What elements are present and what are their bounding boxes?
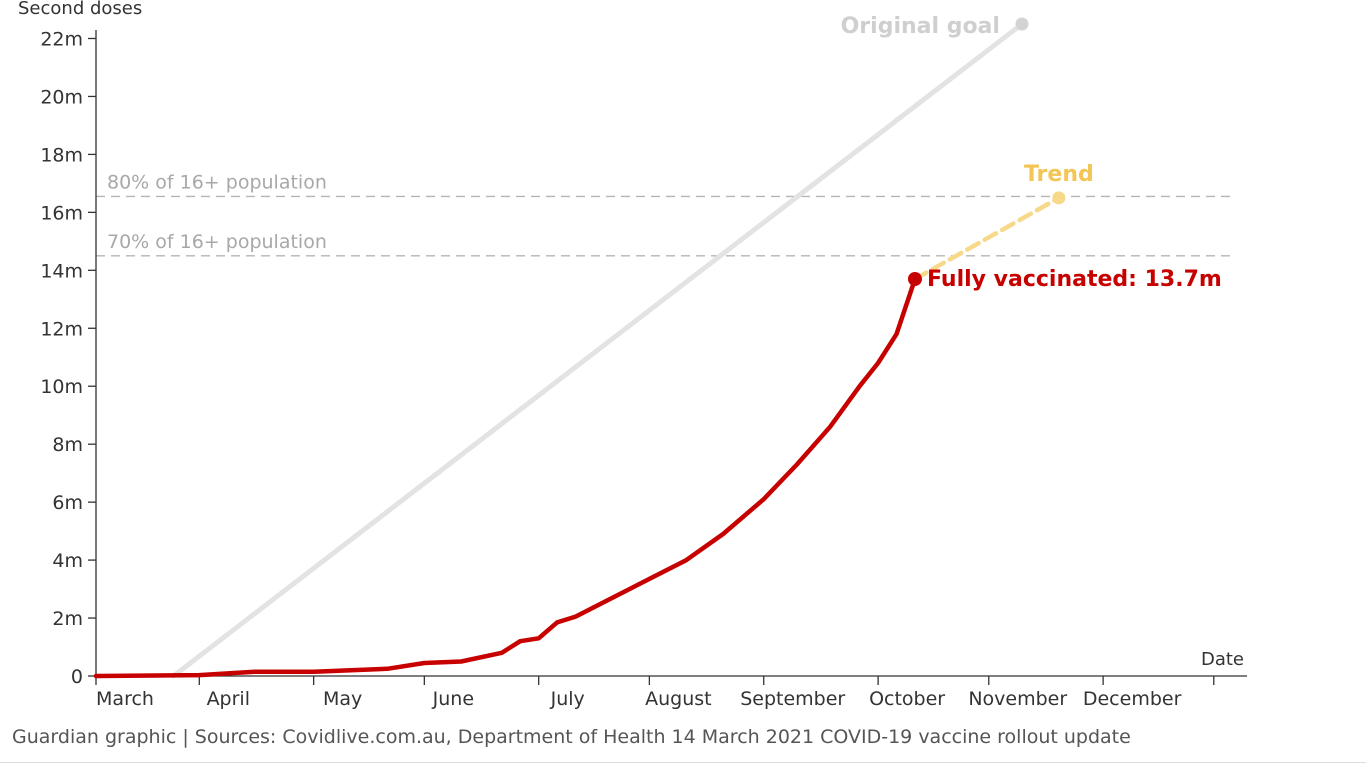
series-trend — [912, 195, 1062, 282]
y-tick-label-7: 14m — [40, 260, 83, 282]
y-tick-label-5: 10m — [40, 376, 83, 398]
x-axis-title: Date — [1201, 649, 1244, 670]
x-tick-label-0: March — [96, 688, 154, 710]
reference-label-1: 70% of 16+ population — [107, 231, 327, 253]
x-tick-label-9: December — [1083, 688, 1182, 710]
y-tick-label-6: 12m — [40, 318, 83, 340]
x-tick-label-8: November — [968, 688, 1067, 710]
trend-endpoint — [1052, 191, 1066, 205]
series-fully-vaccinated — [93, 276, 918, 679]
original-goal-label: Original goal — [841, 14, 1000, 39]
y-tick-label-2: 4m — [52, 550, 83, 572]
x-tick-label-6: September — [740, 688, 845, 710]
y-tick-label-8: 16m — [40, 202, 83, 224]
series-original-goal — [171, 21, 1025, 679]
y-tick-label-3: 6m — [52, 492, 83, 514]
y-axis-title: Second doses — [18, 0, 142, 19]
y-tick-label-0: 0 — [71, 666, 83, 688]
source-caption: Guardian graphic | Sources: Covidlive.co… — [12, 726, 1131, 748]
original-goal-endpoint — [1015, 17, 1029, 31]
y-tick-label-10: 20m — [40, 86, 83, 108]
y-tick-label-1: 2m — [52, 608, 83, 630]
x-tick-label-3: June — [432, 688, 474, 710]
reference-lines: 80% of 16+ population 70% of 16+ populati… — [96, 171, 1236, 257]
x-tick-label-5: August — [645, 688, 712, 710]
y-tick-label-4: 8m — [52, 434, 83, 456]
x-axis: March April May June July August September Octo… — [95, 675, 1247, 710]
trend-label: Trend — [1024, 162, 1094, 187]
y-tick-label-11: 22m — [40, 28, 83, 50]
fully-vaccinated-endpoint — [907, 272, 922, 287]
x-tick-label-4: July — [550, 688, 585, 710]
y-tick-label-9: 18m — [40, 144, 83, 166]
x-tick-label-1: April — [207, 688, 250, 710]
x-tick-label-7: October — [869, 688, 945, 710]
reference-label-0: 80% of 16+ population — [107, 171, 327, 193]
x-tick-label-2: May — [323, 688, 362, 710]
bottom-divider — [0, 762, 1366, 763]
y-axis: 0 2m 4m 6m 8m 10m 12m 14m 16m 18m 20m 22m — [40, 28, 97, 688]
fully-vaccinated-label: Fully vaccinated: 13.7m — [927, 267, 1222, 292]
series-lines — [93, 17, 1066, 679]
